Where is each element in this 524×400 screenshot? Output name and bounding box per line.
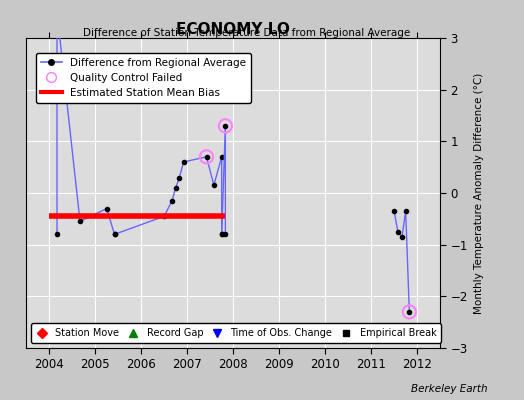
Text: Berkeley Earth: Berkeley Earth bbox=[411, 384, 487, 394]
Legend: Station Move, Record Gap, Time of Obs. Change, Empirical Break: Station Move, Record Gap, Time of Obs. C… bbox=[31, 324, 441, 343]
Title: ECONOMY LO: ECONOMY LO bbox=[176, 22, 290, 37]
Point bbox=[405, 309, 413, 315]
Point bbox=[202, 154, 211, 160]
Y-axis label: Monthly Temperature Anomaly Difference (°C): Monthly Temperature Anomaly Difference (… bbox=[474, 72, 484, 314]
Text: Difference of Station Temperature Data from Regional Average: Difference of Station Temperature Data f… bbox=[83, 28, 410, 38]
Point bbox=[221, 123, 230, 129]
